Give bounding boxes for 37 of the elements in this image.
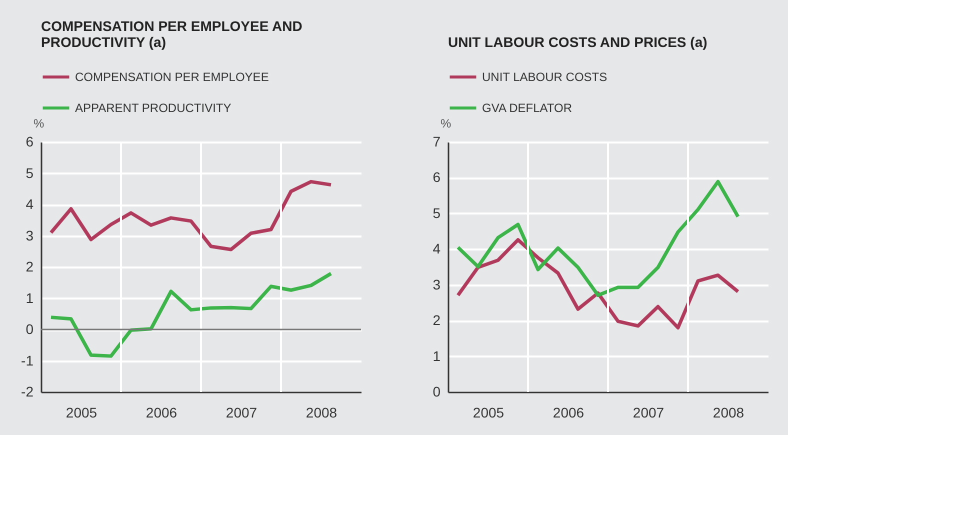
x-tick-label: 2006: [552, 404, 584, 420]
y-tick-label: 1: [26, 290, 34, 306]
x-tick-label: 2008: [306, 404, 338, 420]
y-tick-label: 4: [26, 196, 34, 212]
x-tick-label: 2005: [472, 404, 504, 420]
y-axis-title: %: [34, 116, 44, 130]
y-axis-title: %: [440, 116, 452, 130]
y-tick-label: 1: [432, 348, 441, 364]
legend-label: UNIT LABOUR COSTS: [482, 70, 608, 84]
x-tick-label: 2006: [146, 404, 178, 420]
y-tick-label: 5: [26, 164, 34, 181]
y-tick-label: 5: [432, 204, 441, 221]
line-series: [49, 180, 333, 252]
y-tick-label: 2: [26, 258, 34, 274]
y-tick-label: 6: [432, 169, 441, 186]
x-tick-label: 2005: [66, 404, 98, 420]
legend-label: COMPENSATION PER EMPLOYEE: [75, 70, 269, 84]
y-tick-label: 3: [432, 276, 441, 292]
y-tick-label: 7: [432, 134, 441, 150]
y-tick-label: 0: [432, 384, 441, 400]
chart-title: UNIT LABOUR COSTS AND PRICES (a): [448, 34, 708, 50]
line-series: [456, 238, 740, 330]
y-tick-label: 4: [432, 240, 441, 257]
line-series: [49, 272, 333, 358]
chart-title: COMPENSATION PER EMPLOYEE AND PRODUCTIVITY (a): [41, 18, 302, 50]
x-tick-label: 2007: [226, 404, 258, 420]
y-tick-label: -2: [21, 384, 34, 400]
legend-label: APPARENT PRODUCTIVITY: [75, 101, 232, 115]
y-tick-label: 6: [26, 134, 34, 150]
y-tick-label: 2: [432, 312, 441, 328]
y-tick-label: 3: [26, 227, 34, 244]
x-tick-label: 2008: [712, 404, 744, 420]
line-series: [456, 180, 740, 297]
y-tick-label: 0: [26, 321, 34, 337]
y-tick-label: -1: [21, 352, 34, 368]
x-tick-label: 2007: [632, 404, 664, 420]
legend-label: GVA DEFLATOR: [482, 101, 572, 115]
